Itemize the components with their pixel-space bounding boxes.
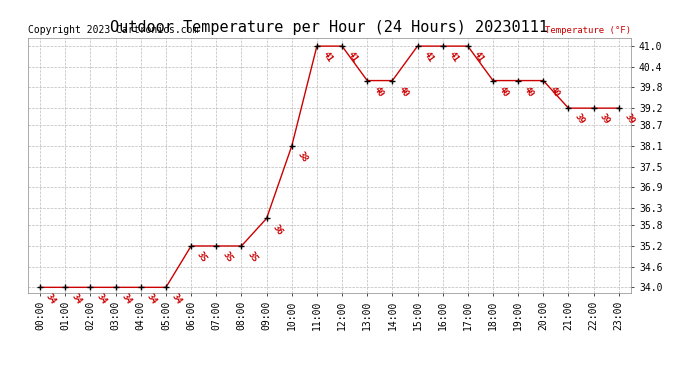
Text: 41: 41 — [447, 50, 460, 64]
Text: 34: 34 — [44, 291, 58, 306]
Text: 34: 34 — [170, 291, 184, 306]
Text: 39: 39 — [573, 112, 586, 126]
Text: 35: 35 — [220, 250, 234, 264]
Text: 40: 40 — [497, 85, 511, 99]
Text: 34: 34 — [120, 291, 133, 306]
Text: 38: 38 — [296, 150, 309, 164]
Text: 40: 40 — [547, 85, 561, 99]
Text: 40: 40 — [371, 85, 385, 99]
Text: 40: 40 — [397, 85, 410, 99]
Text: 36: 36 — [270, 223, 284, 237]
Text: 39: 39 — [623, 112, 636, 126]
Text: 41: 41 — [346, 50, 359, 64]
Text: 40: 40 — [522, 85, 536, 99]
Text: Copyright 2023 Cartronics.com: Copyright 2023 Cartronics.com — [28, 25, 198, 35]
Text: 34: 34 — [145, 291, 159, 306]
Text: 41: 41 — [321, 50, 335, 64]
Text: 41: 41 — [422, 50, 435, 64]
Text: 34: 34 — [95, 291, 108, 306]
Text: 41: 41 — [472, 50, 486, 64]
Text: 34: 34 — [70, 291, 83, 306]
Title: Outdoor Temperature per Hour (24 Hours) 20230111: Outdoor Temperature per Hour (24 Hours) … — [110, 20, 549, 35]
Text: 35: 35 — [195, 250, 209, 264]
Text: Temperature (°F): Temperature (°F) — [545, 26, 631, 35]
Text: 35: 35 — [246, 250, 259, 264]
Text: 39: 39 — [598, 112, 611, 126]
